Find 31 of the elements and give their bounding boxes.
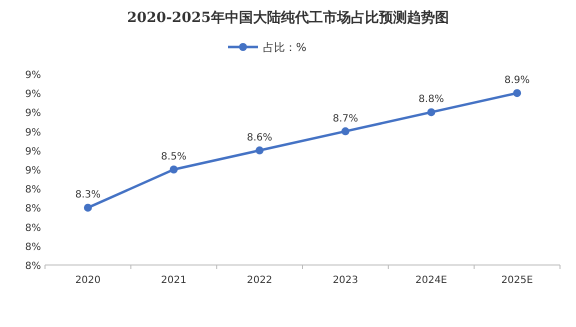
x-tick-label: 2020	[75, 275, 101, 286]
text: 8.6%	[246, 132, 272, 144]
legend-label: 占比：%	[263, 41, 306, 54]
y-tick-label: 8%	[25, 184, 41, 196]
text: 8.3%	[75, 190, 101, 201]
y-tick-label: 8%	[25, 242, 41, 253]
x-tick-label: 2021	[161, 275, 186, 286]
chart-title: 2020-2025年中国大陆纯代工市场占比预测趋势图	[127, 9, 449, 26]
y-tick-label: 8%	[25, 204, 41, 215]
y-tick-label: 8%	[25, 261, 41, 272]
text: 8.7%	[332, 113, 358, 124]
y-tick-label: 9%	[25, 127, 41, 138]
point	[427, 108, 436, 116]
y-tick-label: 9%	[25, 108, 41, 120]
text: 8.8%	[418, 94, 444, 106]
y-tick-label: 9%	[25, 146, 41, 158]
point	[84, 204, 92, 212]
point	[170, 166, 178, 174]
x-tick-label: 2022	[246, 275, 272, 286]
text: 8.5%	[161, 152, 186, 162]
y-tick-label: 9%	[25, 70, 41, 81]
y-tick-label: 9%	[25, 89, 41, 100]
point	[513, 89, 522, 98]
x-tick-label: 2024E	[415, 275, 448, 286]
text: 8.9%	[504, 75, 530, 86]
x-tick-label: 2023	[332, 275, 358, 286]
y-tick-label: 8%	[25, 222, 41, 234]
x-tick-label: 2025E	[501, 275, 533, 286]
point	[256, 146, 264, 154]
y-tick-label: 9%	[25, 166, 41, 176]
point	[341, 127, 350, 136]
